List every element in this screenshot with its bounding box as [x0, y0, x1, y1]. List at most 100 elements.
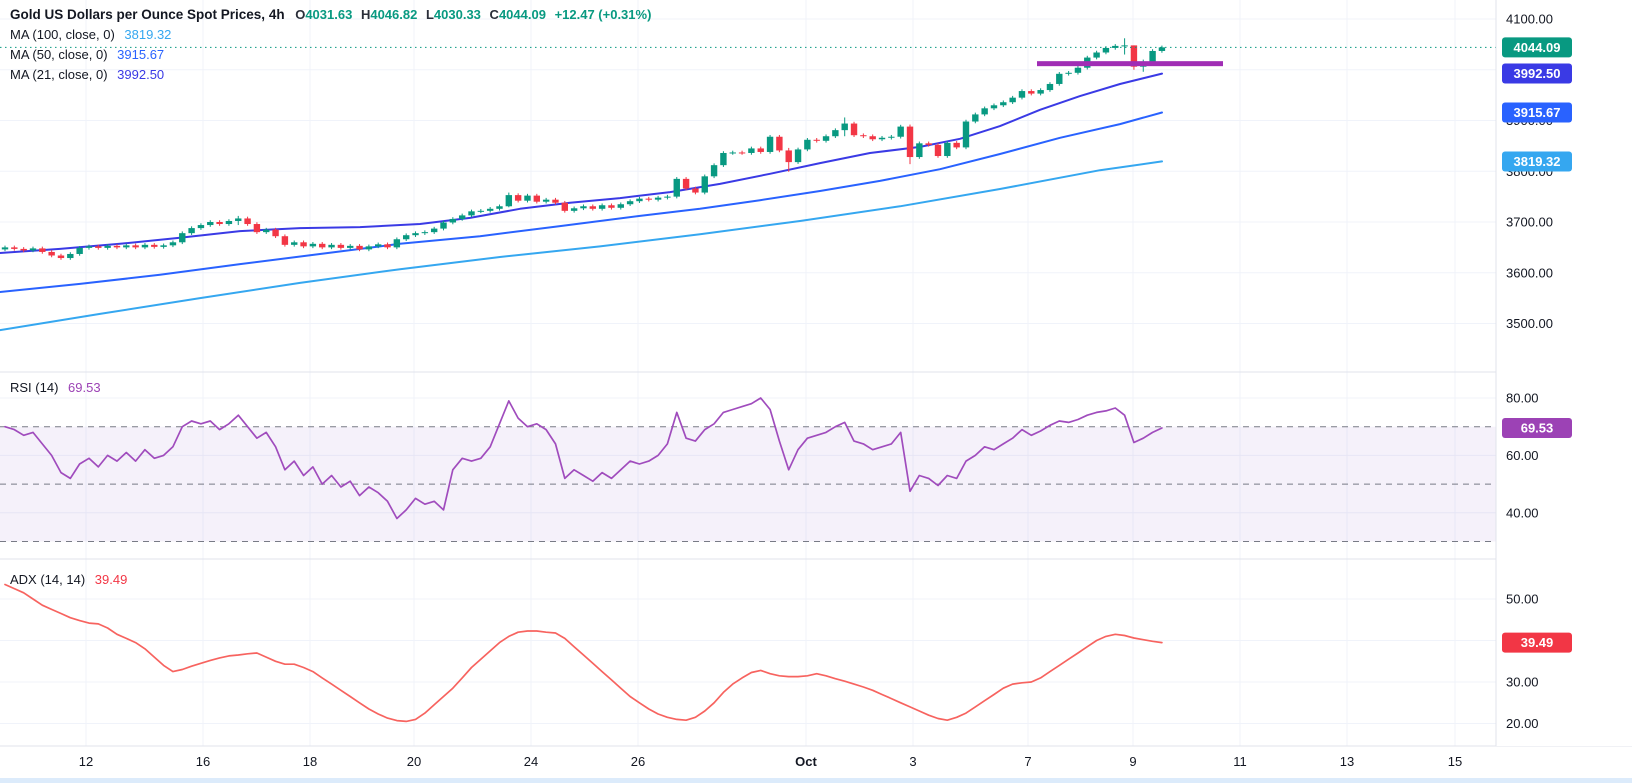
price-badge-text: 3992.50 [1514, 66, 1561, 81]
candle-body [701, 176, 708, 193]
candle-body [1074, 67, 1082, 73]
adx-line [4, 583, 1163, 723]
ma100-label: MA (100, close, 0) [10, 27, 115, 42]
candle-body [309, 243, 317, 247]
candle-body [375, 244, 382, 247]
time-axis-label: 15 [1448, 754, 1462, 769]
candle-body [654, 197, 662, 200]
candle-body [776, 136, 783, 151]
adx-legend[interactable]: ADX (14, 14) 39.49 [10, 570, 127, 590]
candle-body [1149, 50, 1156, 62]
candle-body [822, 136, 830, 141]
candle-body [832, 130, 839, 137]
ma21-legend-row[interactable]: MA (21, close, 0) 3992.50 [10, 65, 651, 85]
candle-body [766, 136, 774, 152]
symbol-ohlc-row[interactable]: Gold US Dollars per Ounce Spot Prices, 4… [10, 5, 651, 25]
candle-body [962, 121, 970, 148]
candle-body [113, 245, 121, 248]
candle-body [1121, 45, 1128, 47]
price-axis-label: 3500.00 [1506, 316, 1553, 331]
candle-body [757, 148, 764, 152]
price-badge [1502, 63, 1572, 84]
ma50-legend-row[interactable]: MA (50, close, 0) 3915.67 [10, 45, 651, 65]
candle-body [95, 246, 102, 248]
rsi-label: RSI (14) [10, 380, 59, 395]
candle-body [207, 222, 214, 226]
candle-body [850, 123, 858, 136]
candle-body [981, 108, 988, 115]
candle-body [645, 198, 652, 200]
candle-body [132, 245, 139, 248]
time-axis-label: Oct [795, 754, 817, 769]
adx-label: ADX (14, 14) [10, 572, 86, 587]
candle-body [169, 242, 177, 246]
candle-body [1093, 52, 1100, 58]
candle-body [953, 142, 960, 148]
rsi-legend[interactable]: RSI (14) 69.53 [10, 378, 101, 398]
candle-body [365, 246, 373, 250]
rsi-value: 69.53 [68, 380, 101, 395]
candle-body [347, 245, 354, 248]
rsi-axis-label: 80.00 [1506, 391, 1539, 406]
candle-body [76, 247, 83, 254]
candle-body [720, 152, 727, 166]
candle-body [291, 242, 298, 245]
price-badge-text: 3915.67 [1514, 105, 1561, 120]
time-axis-label: 12 [79, 754, 93, 769]
price-axis-label: 3600.00 [1506, 265, 1553, 280]
rsi-line [4, 397, 1163, 520]
ma100-legend-row[interactable]: MA (100, close, 0) 3819.32 [10, 25, 651, 45]
time-axis-label: 11 [1233, 754, 1247, 769]
ma21-value: 3992.50 [117, 67, 165, 82]
candle-body [608, 205, 615, 208]
ma50-value: 3915.67 [117, 47, 165, 62]
open-value: 4031.63 [305, 7, 353, 22]
candle-body [552, 199, 559, 203]
candle-body [300, 242, 307, 247]
time-axis-label: 18 [303, 754, 317, 769]
candle-body [524, 195, 531, 201]
rsi-axis-label: 40.00 [1506, 505, 1539, 520]
open-label: O [295, 7, 306, 22]
candle-body [281, 236, 289, 245]
candle-body [897, 126, 904, 137]
candle-body [542, 199, 550, 202]
time-axis-label: 7 [1024, 754, 1031, 769]
candle-body [990, 105, 998, 109]
candle-body [1102, 47, 1110, 53]
candle-body [412, 233, 419, 236]
high-value: 4046.82 [370, 7, 418, 22]
price-badge-text: 3819.32 [1514, 154, 1561, 169]
candle-body [67, 253, 74, 259]
candle-body [785, 150, 792, 163]
candle-body [104, 245, 111, 248]
candle-body [626, 201, 634, 205]
horizontal-ray[interactable] [1037, 61, 1223, 67]
candle-body [477, 210, 485, 212]
candle-body [458, 215, 466, 219]
candle-body [179, 233, 186, 243]
change-value: +12.47 (+0.31%) [554, 7, 652, 22]
candle-body [1056, 73, 1063, 84]
candle-body [1158, 47, 1166, 51]
candle-body [1046, 83, 1054, 91]
candle-body [449, 218, 457, 223]
price-axis-column[interactable] [1496, 0, 1632, 746]
close-value: 4044.09 [498, 7, 546, 22]
price-badge-text: 69.53 [1521, 421, 1554, 436]
price-badge-text: 39.49 [1521, 635, 1554, 650]
symbol-title: Gold US Dollars per Ounce Spot Prices, 4… [10, 7, 285, 22]
candle-body [748, 148, 755, 153]
candle-body [216, 222, 223, 225]
candle-body [253, 224, 261, 233]
candle-body [272, 229, 279, 237]
candle-body [244, 218, 251, 225]
candle-body [29, 248, 37, 251]
ma50-line [0, 111, 1163, 293]
candle-body [673, 178, 680, 197]
candle-body [188, 228, 195, 234]
main-legend[interactable]: Gold US Dollars per Ounce Spot Prices, 4… [10, 5, 651, 85]
